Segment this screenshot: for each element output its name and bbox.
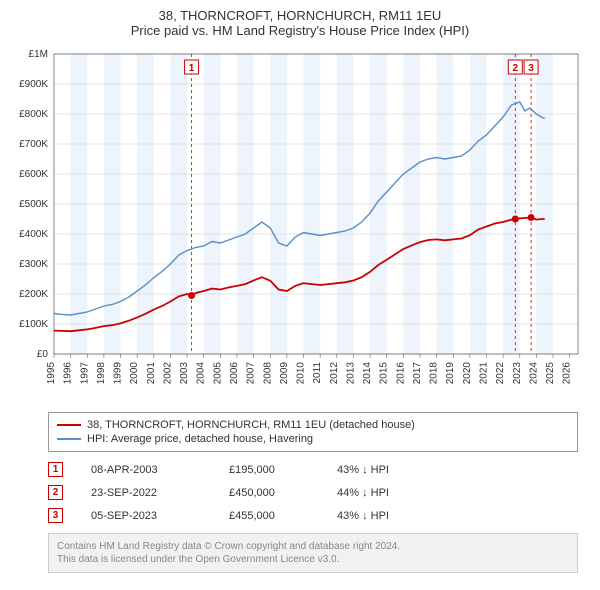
title-subtitle: Price paid vs. HM Land Registry's House … bbox=[10, 23, 590, 38]
svg-text:2011: 2011 bbox=[312, 362, 323, 384]
sale-price: £195,000 bbox=[229, 464, 309, 476]
svg-text:2021: 2021 bbox=[479, 362, 490, 385]
svg-text:2000: 2000 bbox=[129, 362, 140, 385]
legend-label: HPI: Average price, detached house, Have… bbox=[87, 433, 313, 445]
svg-text:1996: 1996 bbox=[63, 362, 74, 385]
sale-date: 23-SEP-2022 bbox=[91, 487, 201, 499]
sale-price: £450,000 bbox=[229, 487, 309, 499]
legend-item: 38, THORNCROFT, HORNCHURCH, RM11 1EU (de… bbox=[57, 418, 569, 432]
svg-text:2004: 2004 bbox=[196, 362, 207, 385]
legend-swatch bbox=[57, 438, 81, 440]
svg-text:2020: 2020 bbox=[462, 362, 473, 385]
svg-text:1995: 1995 bbox=[46, 362, 57, 385]
svg-text:£100K: £100K bbox=[19, 319, 48, 330]
svg-text:2016: 2016 bbox=[395, 362, 406, 385]
svg-text:2024: 2024 bbox=[528, 362, 539, 385]
svg-text:£300K: £300K bbox=[19, 259, 48, 270]
svg-text:£700K: £700K bbox=[19, 139, 48, 150]
sale-date: 08-APR-2003 bbox=[91, 464, 201, 476]
table-row: 2 23-SEP-2022 £450,000 44% ↓ HPI bbox=[48, 481, 578, 504]
footnote: Contains HM Land Registry data © Crown c… bbox=[48, 533, 578, 573]
svg-text:2008: 2008 bbox=[262, 362, 273, 385]
svg-text:2002: 2002 bbox=[162, 362, 173, 385]
sale-pct: 44% ↓ HPI bbox=[337, 487, 427, 499]
marker-badge: 2 bbox=[48, 485, 63, 500]
svg-text:2009: 2009 bbox=[279, 362, 290, 385]
svg-text:2026: 2026 bbox=[562, 362, 573, 385]
chart-container: { "title": { "line1": "38, THORNCROFT, H… bbox=[0, 0, 600, 583]
svg-text:2007: 2007 bbox=[246, 362, 257, 385]
legend-swatch bbox=[57, 424, 81, 426]
sale-pct: 43% ↓ HPI bbox=[337, 510, 427, 522]
svg-text:2005: 2005 bbox=[212, 362, 223, 385]
chart-plot: £0 £100K £200K £300K £400K £500K £600K £700K £80… bbox=[10, 44, 590, 404]
svg-text:£500K: £500K bbox=[19, 199, 48, 210]
legend-label: 38, THORNCROFT, HORNCHURCH, RM11 1EU (de… bbox=[87, 419, 415, 431]
svg-text:1997: 1997 bbox=[79, 362, 90, 385]
svg-text:£800K: £800K bbox=[19, 109, 48, 120]
svg-text:2013: 2013 bbox=[345, 362, 356, 385]
title-address: 38, THORNCROFT, HORNCHURCH, RM11 1EU bbox=[10, 8, 590, 23]
svg-text:2022: 2022 bbox=[495, 362, 506, 385]
svg-text:£1M: £1M bbox=[29, 49, 48, 60]
svg-text:2012: 2012 bbox=[329, 362, 340, 385]
svg-text:£400K: £400K bbox=[19, 229, 48, 240]
marker-badge: 1 bbox=[48, 462, 63, 477]
svg-text:2015: 2015 bbox=[379, 362, 390, 385]
svg-text:2001: 2001 bbox=[146, 362, 157, 385]
svg-text:2025: 2025 bbox=[545, 362, 556, 385]
sale-pct: 43% ↓ HPI bbox=[337, 464, 427, 476]
footnote-line: Contains HM Land Registry data © Crown c… bbox=[57, 540, 569, 553]
svg-text:2023: 2023 bbox=[512, 362, 523, 385]
svg-text:£900K: £900K bbox=[19, 79, 48, 90]
footnote-line: This data is licensed under the Open Gov… bbox=[57, 553, 569, 566]
table-row: 1 08-APR-2003 £195,000 43% ↓ HPI bbox=[48, 458, 578, 481]
svg-text:1: 1 bbox=[189, 63, 195, 74]
svg-text:£600K: £600K bbox=[19, 169, 48, 180]
sales-table: 1 08-APR-2003 £195,000 43% ↓ HPI 2 23-SE… bbox=[48, 458, 578, 527]
svg-text:£200K: £200K bbox=[19, 289, 48, 300]
svg-text:2006: 2006 bbox=[229, 362, 240, 385]
svg-text:2018: 2018 bbox=[429, 362, 440, 385]
chart-title: 38, THORNCROFT, HORNCHURCH, RM11 1EU Pri… bbox=[10, 8, 590, 38]
svg-text:£0: £0 bbox=[37, 349, 49, 360]
svg-text:2019: 2019 bbox=[445, 362, 456, 385]
legend: 38, THORNCROFT, HORNCHURCH, RM11 1EU (de… bbox=[48, 412, 578, 452]
svg-text:3: 3 bbox=[528, 63, 534, 74]
svg-text:1998: 1998 bbox=[96, 362, 107, 385]
sale-date: 05-SEP-2023 bbox=[91, 510, 201, 522]
marker-badge: 3 bbox=[48, 508, 63, 523]
svg-text:2014: 2014 bbox=[362, 362, 373, 385]
table-row: 3 05-SEP-2023 £455,000 43% ↓ HPI bbox=[48, 504, 578, 527]
svg-text:2010: 2010 bbox=[296, 362, 307, 385]
svg-text:1999: 1999 bbox=[113, 362, 124, 385]
line-chart-svg: £0 £100K £200K £300K £400K £500K £600K £700K £80… bbox=[10, 44, 590, 404]
svg-text:2: 2 bbox=[513, 63, 519, 74]
svg-text:2003: 2003 bbox=[179, 362, 190, 385]
legend-item: HPI: Average price, detached house, Have… bbox=[57, 432, 569, 446]
svg-text:2017: 2017 bbox=[412, 362, 423, 385]
sale-price: £455,000 bbox=[229, 510, 309, 522]
